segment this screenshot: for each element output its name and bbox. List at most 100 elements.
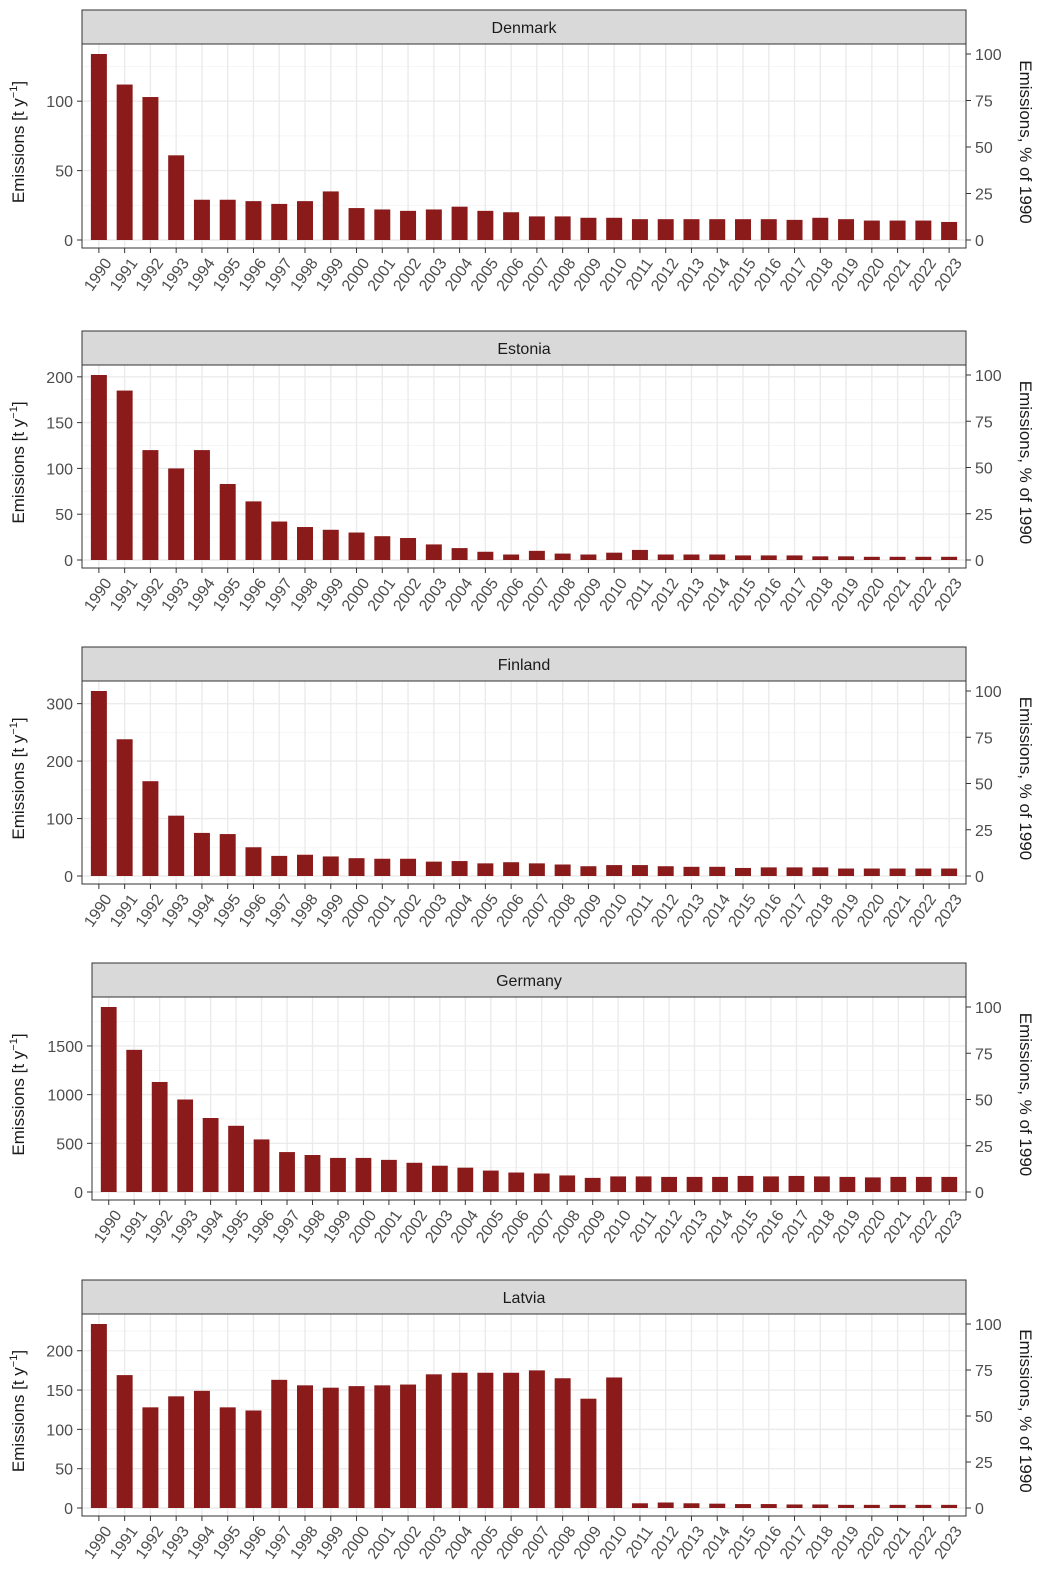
- x-tick-label: 1997: [262, 891, 296, 930]
- facet-strip: [81, 646, 967, 682]
- x-tick-label: 2004: [448, 1207, 482, 1246]
- bar-finland-2002: [400, 858, 417, 876]
- x-tick-label: 1990: [81, 575, 115, 614]
- bar-estonia-2015: [735, 555, 751, 560]
- x-tick-label: 2007: [519, 1523, 553, 1562]
- bar-finland-2020: [863, 868, 880, 876]
- x-tick-label: 2005: [473, 1207, 507, 1246]
- bar-denmark-2009: [580, 217, 597, 240]
- bar-latvia-1991: [116, 1375, 133, 1508]
- facet-title: Estonia: [497, 341, 550, 358]
- x-tick-label: 1993: [159, 575, 193, 614]
- x-tick-label: 2018: [803, 255, 837, 294]
- bar-estonia-2011: [631, 549, 648, 560]
- x-tick-label: 2003: [422, 1207, 456, 1246]
- bar-estonia-1994: [193, 450, 210, 560]
- x-tick-label: 1990: [81, 255, 115, 294]
- x-tick-label: 2022: [906, 575, 940, 614]
- bar-estonia-2009: [580, 554, 597, 560]
- bar-estonia-2017: [786, 555, 803, 560]
- x-tick-label: 2006: [494, 255, 528, 294]
- bar-estonia-2022: [915, 556, 932, 560]
- bar-latvia-1996: [245, 1410, 262, 1508]
- y2-tick-label: 75: [975, 1046, 993, 1063]
- x-tick-label: 2016: [751, 891, 785, 930]
- x-tick-label: 1996: [236, 255, 270, 294]
- x-tick-label: 2007: [524, 1207, 558, 1246]
- bar-denmark-2019: [838, 219, 855, 240]
- y2-tick-label: 100: [975, 1000, 1002, 1017]
- bar-germany-2008: [559, 1175, 576, 1192]
- x-tick-label: 2021: [880, 255, 914, 294]
- x-tick-label: 2000: [339, 575, 373, 614]
- bar-estonia-2007: [528, 550, 545, 560]
- bar-germany-1991: [126, 1049, 143, 1192]
- x-tick-label: 2020: [854, 891, 888, 930]
- y-tick-label: 0: [64, 1501, 73, 1518]
- x-tick-label: 1998: [287, 575, 321, 614]
- bar-denmark-1995: [219, 199, 236, 240]
- bar-finland-1995: [219, 834, 236, 876]
- y2-tick-label: 25: [975, 823, 993, 840]
- bar-denmark-2014: [709, 219, 726, 240]
- bar-denmark-2023: [941, 221, 958, 240]
- y-tick-label: 0: [64, 233, 73, 250]
- y-axis-title-close: ]: [9, 717, 28, 722]
- x-tick-label: 2023: [932, 575, 966, 614]
- bar-estonia-2019: [838, 556, 855, 560]
- y-axis-title-main: Emissions [t y: [9, 1367, 28, 1472]
- x-tick-label: 2003: [416, 891, 450, 930]
- bar-estonia-1999: [322, 529, 339, 560]
- bar-denmark-1999: [322, 191, 339, 240]
- x-tick-label: 2005: [468, 1523, 502, 1562]
- x-tick-label: 1993: [168, 1207, 202, 1246]
- x-tick-label: 2002: [391, 1523, 425, 1562]
- x-tick-label: 1994: [184, 1523, 218, 1562]
- bar-denmark-2017: [786, 219, 803, 240]
- x-tick-label: 2009: [571, 891, 605, 930]
- y-tick-label: 150: [46, 1383, 73, 1400]
- bar-finland-2000: [348, 858, 365, 876]
- y2-axis-title: Emissions, % of 1990: [1016, 60, 1035, 223]
- bar-germany-2013: [686, 1176, 703, 1192]
- x-tick-label: 2013: [674, 575, 708, 614]
- bar-finland-2014: [709, 866, 726, 876]
- x-tick-label: 1997: [262, 255, 296, 294]
- y-tick-label: 50: [55, 507, 73, 524]
- panel-denmark: Denmark050100025507510019901991199219931…: [8, 9, 1035, 294]
- x-tick-label: 1998: [295, 1207, 329, 1246]
- bar-germany-2014: [712, 1176, 728, 1192]
- y-axis-title-sup: −1: [8, 1355, 20, 1368]
- bar-denmark-2005: [477, 210, 494, 240]
- x-tick-label: 2016: [753, 1207, 787, 1246]
- bar-estonia-2001: [374, 536, 391, 560]
- x-tick-label: 2017: [777, 255, 811, 294]
- bar-finland-2013: [683, 866, 700, 876]
- bar-estonia-1997: [271, 521, 288, 560]
- x-tick-label: 2004: [442, 891, 476, 930]
- x-tick-label: 2008: [545, 891, 579, 930]
- bar-finland-2001: [374, 858, 391, 876]
- bar-estonia-2010: [606, 552, 623, 560]
- x-tick-label: 2023: [932, 255, 966, 294]
- x-tick-label: 2017: [777, 1523, 811, 1562]
- bar-germany-2020: [864, 1177, 881, 1192]
- x-tick-label: 1998: [287, 891, 321, 930]
- y2-tick-label: 25: [975, 1139, 993, 1156]
- y-tick-label: 0: [64, 553, 73, 570]
- x-tick-label: 1995: [210, 575, 244, 614]
- bar-germany-1997: [279, 1152, 295, 1192]
- bar-estonia-2003: [425, 544, 442, 560]
- plot-area: [82, 44, 966, 248]
- x-tick-label: 1995: [210, 255, 244, 294]
- bar-latvia-2020: [863, 1504, 880, 1508]
- bar-finland-2011: [631, 865, 648, 876]
- bar-finland-2012: [657, 866, 674, 876]
- bar-germany-2011: [635, 1176, 652, 1192]
- y-tick-label: 0: [74, 1185, 83, 1202]
- bar-denmark-2003: [425, 209, 442, 240]
- bar-latvia-2008: [554, 1378, 571, 1508]
- y-axis-title-sup: −1: [8, 1038, 20, 1051]
- bar-germany-2005: [482, 1170, 499, 1192]
- bar-denmark-2018: [812, 217, 829, 240]
